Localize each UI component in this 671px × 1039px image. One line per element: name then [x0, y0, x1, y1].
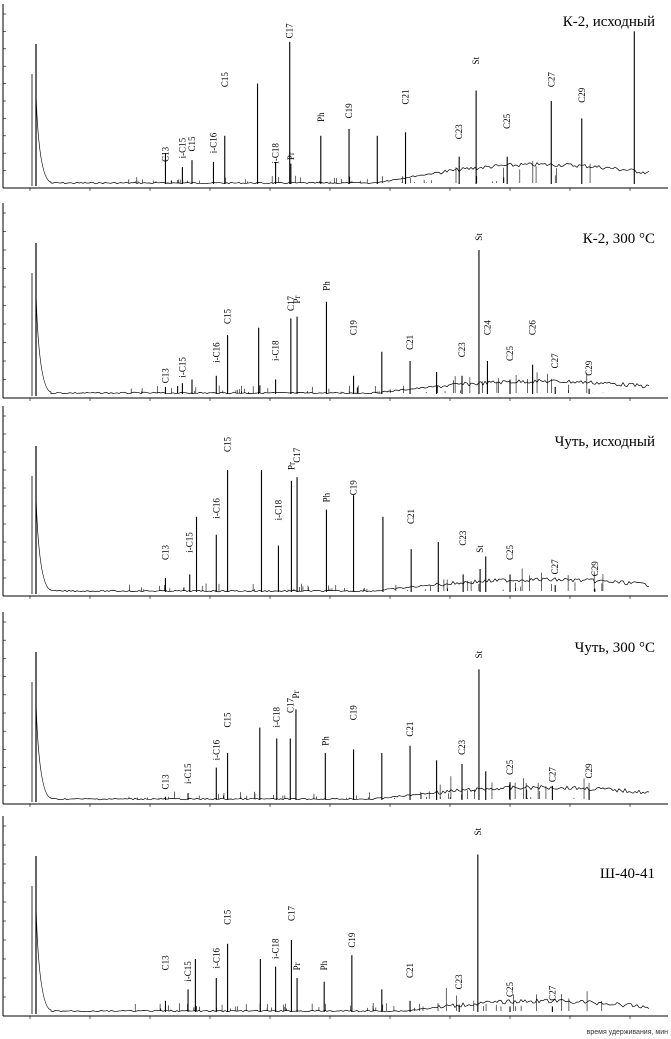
peak-label: C13	[160, 544, 170, 560]
peak-label: C23	[454, 124, 464, 140]
peak-label: Pr	[286, 152, 296, 160]
peak-label: C25	[505, 544, 515, 560]
peak-label: C27	[550, 353, 560, 369]
peak-label: C19	[349, 480, 359, 496]
peak-label: C21	[405, 963, 415, 978]
peak-label: St	[475, 545, 485, 553]
peak-label: i-C18	[272, 707, 282, 728]
peak-label: C24	[482, 320, 492, 336]
peak-label: C29	[590, 561, 600, 577]
peak-label: St	[473, 827, 483, 835]
peak-label: i-C15	[183, 763, 193, 784]
peak-label: C27	[547, 767, 557, 783]
peak-label: i-C15	[177, 357, 187, 378]
peak-label: C13	[160, 774, 170, 790]
peak-label: C17	[285, 697, 295, 713]
peak-label: i-C15	[185, 532, 195, 553]
peak-label: Ph	[321, 492, 331, 502]
peak-label: i-C16	[211, 342, 221, 363]
baseline-trace	[35, 292, 650, 395]
peak-label: i-C18	[271, 938, 281, 959]
peak-label: i-C16	[211, 947, 221, 968]
peak-label: C21	[405, 722, 415, 737]
peak-label: C17	[285, 23, 295, 39]
peak-label: C15	[187, 136, 197, 152]
peak-label: C25	[505, 759, 515, 775]
peak-label: C21	[405, 335, 415, 350]
peak-label: C23	[454, 974, 464, 990]
baseline-trace	[35, 701, 650, 801]
peak-label: C23	[457, 342, 467, 358]
peak-label: C23	[457, 739, 467, 755]
peak-label: C19	[347, 932, 357, 948]
peak-label: C21	[401, 89, 411, 104]
x-axis-label: время удерживания, мин	[587, 1029, 668, 1036]
peak-label: C19	[344, 103, 354, 119]
peak-label: C25	[505, 345, 515, 361]
peak-label: Pr	[292, 296, 302, 304]
peak-label: C13	[160, 955, 170, 971]
peak-label: St	[474, 233, 484, 241]
peak-label: St	[471, 56, 481, 64]
peak-label: i-C15	[183, 961, 193, 982]
panel-title: К-2, 300 °С	[583, 231, 655, 247]
peak-label: C25	[502, 113, 512, 129]
peak-label: i-C18	[271, 143, 281, 164]
peak-label: C26	[528, 320, 538, 336]
peak-label: C29	[584, 360, 594, 376]
panel-title: Ш-40-41	[600, 866, 655, 882]
peak-label: i-C16	[208, 132, 218, 153]
peak-label: Pr	[286, 462, 296, 470]
peak-label: Pr	[292, 962, 302, 970]
peak-label: Ph	[319, 960, 329, 970]
peak-label: C17	[286, 296, 296, 312]
baseline-trace	[35, 905, 650, 1013]
peak-label: St	[474, 650, 484, 658]
peak-label: C17	[292, 447, 302, 463]
peak-label: C15	[223, 308, 233, 324]
peak-label: Pr	[291, 690, 301, 698]
baseline-trace	[35, 495, 650, 593]
peak-label: C23	[458, 530, 468, 546]
peak-label: C15	[220, 72, 230, 88]
peak-label: C15	[223, 436, 233, 452]
peak-label: i-C16	[211, 739, 221, 760]
peak-label: Ph	[321, 281, 331, 291]
peak-label: C29	[584, 763, 594, 779]
peak-label: C13	[160, 146, 170, 162]
peak-label: C15	[223, 909, 233, 925]
peak-label: C29	[577, 87, 587, 103]
peak-label: C21	[406, 509, 416, 524]
peak-label: C27	[550, 559, 560, 575]
peak-label: C17	[286, 905, 296, 921]
peak-label: i-C16	[211, 498, 221, 519]
peak-label: i-C18	[273, 499, 283, 520]
peak-label: C15	[223, 712, 233, 728]
baseline-trace	[35, 93, 650, 185]
peak-label: C13	[160, 368, 170, 384]
peak-label: i-C15	[177, 137, 187, 158]
peak-label: Ph	[316, 112, 326, 122]
peak-label: Ph	[320, 736, 330, 746]
panel-title: Чуть, исходный	[555, 434, 655, 450]
peak-label: C19	[349, 320, 359, 336]
peak-label: C27	[547, 985, 557, 1001]
panel-title: Чуть, 300 °С	[575, 640, 655, 656]
peak-label: C19	[349, 705, 359, 721]
peak-label: C25	[505, 981, 515, 997]
panel-title: К-2, исходный	[563, 14, 655, 30]
peak-label: i-C18	[271, 340, 281, 361]
peak-label: C27	[546, 72, 556, 88]
